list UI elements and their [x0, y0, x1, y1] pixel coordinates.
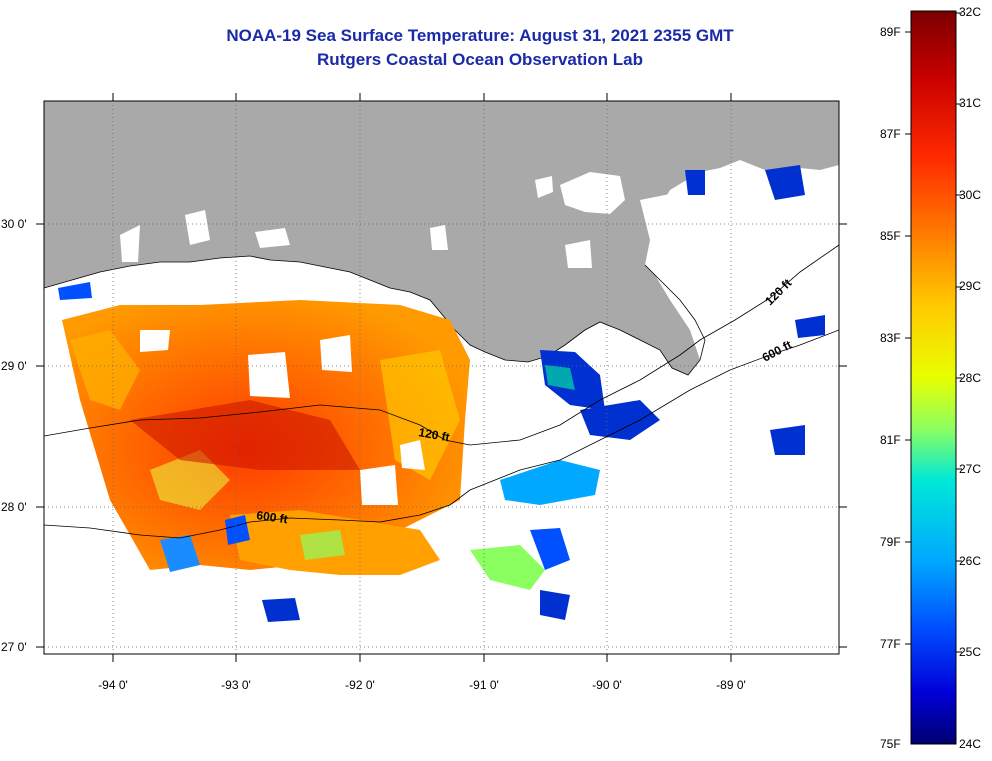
lake-1 [560, 172, 625, 214]
colorbar-celsius-label: 26C [959, 554, 982, 568]
lon-label: -91 0' [469, 678, 499, 692]
colorbar-celsius-label: 27C [959, 462, 982, 476]
colorbar-celsius-label: 25C [959, 645, 982, 659]
colorbar-celsius-label: 28C [959, 371, 982, 385]
contour-label: 120 ft [417, 425, 450, 444]
colorbar-celsius-label: 24C [959, 737, 982, 751]
lake-2 [535, 176, 553, 198]
map-subtitle: Rutgers Coastal Ocean Observation Lab [317, 50, 643, 69]
colorbar-celsius-label: 32C [959, 5, 982, 19]
colorbar-fahrenheit-label: 89F [880, 25, 901, 39]
lon-label: -92 0' [345, 678, 375, 692]
lake-3 [185, 210, 210, 245]
contour-600ft [44, 329, 839, 539]
lat-label: 30 0' [1, 217, 27, 231]
lake-5 [255, 228, 290, 248]
coastline [44, 255, 706, 376]
colorbar-fahrenheit-label: 83F [880, 331, 901, 345]
colorbar-celsius-label: 30C [959, 188, 982, 202]
lat-label: 27 0' [1, 640, 27, 654]
lon-label: -89 0' [716, 678, 746, 692]
colorbar-fahrenheit-label: 77F [880, 637, 901, 651]
axis-ticks [36, 93, 847, 662]
lake-4 [120, 225, 140, 262]
delta-marsh [640, 190, 770, 360]
colorbar-celsius-label: 31C [959, 96, 982, 110]
sst-swath [58, 165, 825, 622]
lon-label: -94 0' [98, 678, 128, 692]
lake-6 [565, 240, 592, 268]
lon-label: -93 0' [221, 678, 251, 692]
contour-120ft-west [44, 244, 839, 446]
contour-label: 600 ft [256, 508, 289, 526]
lat-label: 29 0' [1, 359, 27, 373]
lat-label: 28 0' [1, 500, 27, 514]
colorbar-fahrenheit-label: 75F [880, 737, 901, 751]
lon-label: -90 0' [592, 678, 622, 692]
colorbar-fahrenheit-label: 87F [880, 127, 901, 141]
lat-lon-grid [44, 101, 839, 654]
colorbar-fahrenheit-label: 79F [880, 535, 901, 549]
map-frame [43, 100, 840, 655]
colorbar-ticks [905, 12, 962, 653]
colorbar-celsius-label: 29C [959, 279, 982, 293]
colorbar [910, 10, 957, 745]
colorbar-fahrenheit-label: 81F [880, 433, 901, 447]
colorbar-fahrenheit-label: 85F [880, 229, 901, 243]
lake-7 [430, 225, 448, 250]
map-title: NOAA-19 Sea Surface Temperature: August … [226, 26, 734, 45]
